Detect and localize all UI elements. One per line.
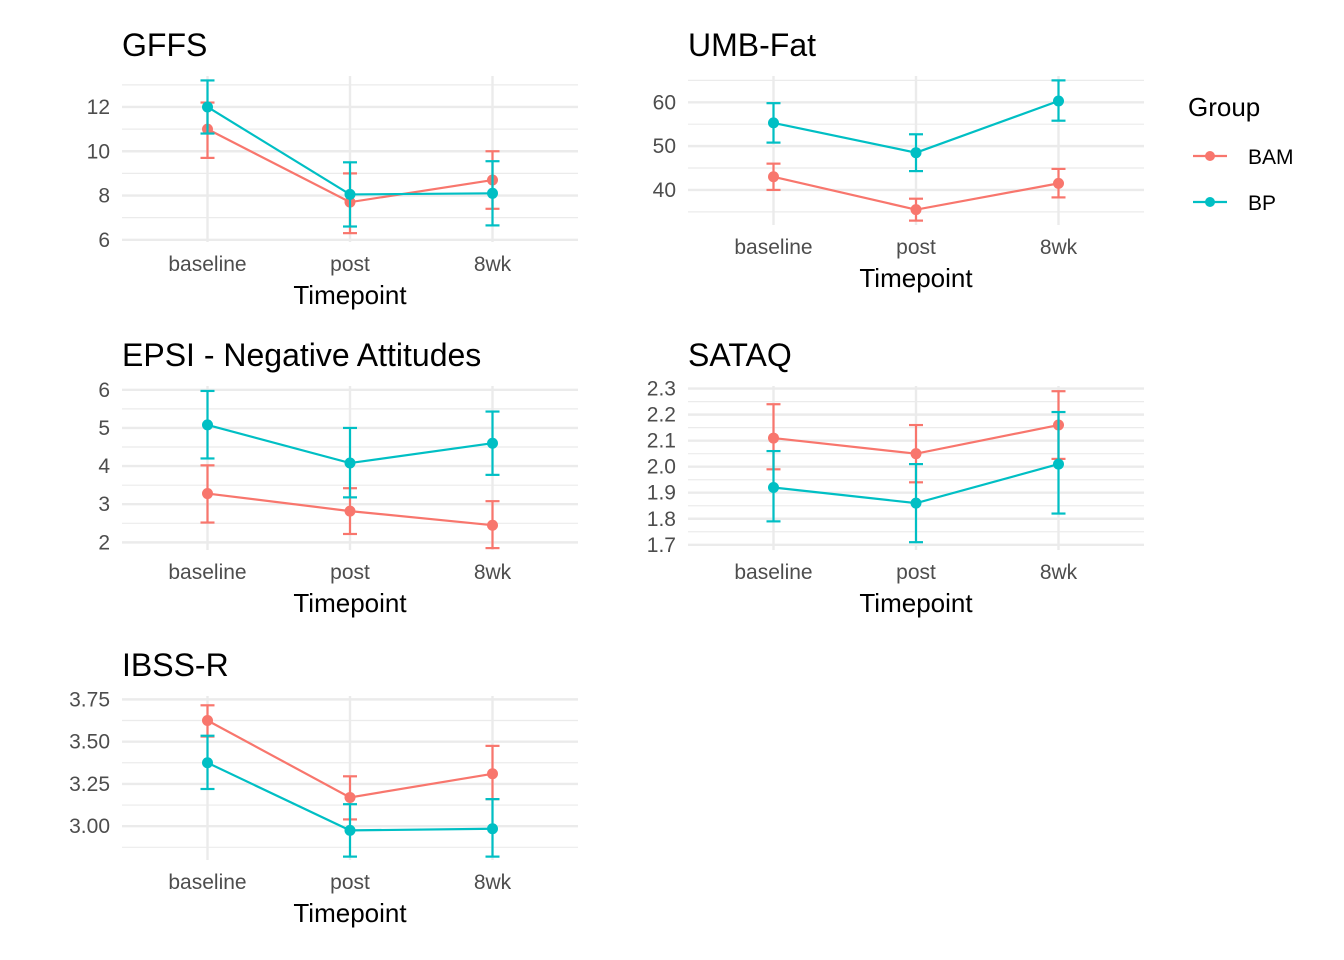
y-tick-label: 6 bbox=[98, 229, 110, 252]
x-tick-label: post bbox=[330, 871, 370, 894]
y-tick-label: 6 bbox=[98, 379, 110, 402]
y-tick-label: 60 bbox=[653, 91, 676, 114]
y-tick-label: 40 bbox=[653, 179, 676, 202]
legend-item-bp: BP bbox=[1193, 192, 1276, 215]
x-tick-label: baseline bbox=[734, 561, 812, 584]
series-bp bbox=[766, 79, 1066, 173]
data-point bbox=[344, 791, 356, 803]
x-tick-label: 8wk bbox=[474, 561, 512, 584]
x-tick-label: baseline bbox=[168, 253, 246, 276]
data-point bbox=[344, 188, 356, 200]
y-tick-label: 12 bbox=[87, 96, 110, 119]
series-bp bbox=[200, 734, 500, 858]
y-tick-label: 1.7 bbox=[647, 534, 676, 557]
x-tick-label: 8wk bbox=[1040, 561, 1078, 584]
data-point bbox=[768, 171, 779, 183]
data-point bbox=[487, 519, 498, 531]
y-tick-label: 3.00 bbox=[69, 815, 110, 838]
y-tick-label: 2 bbox=[98, 531, 110, 554]
data-point bbox=[910, 147, 922, 159]
panel-sataq: SATAQ 1.7 1.8 1.9 2.0 2.1 2.2 2.3 baseline post 8w… bbox=[647, 337, 1144, 618]
y-tick-label: 50 bbox=[653, 135, 676, 158]
data-point bbox=[202, 419, 213, 431]
x-axis-title: Timepoint bbox=[293, 588, 407, 618]
data-point bbox=[768, 117, 779, 129]
y-tick-label: 3 bbox=[98, 493, 110, 516]
data-point bbox=[344, 505, 356, 517]
y-tick-label: 2.0 bbox=[647, 456, 676, 479]
data-point bbox=[202, 757, 213, 769]
legend: Group BAM BP bbox=[1188, 92, 1294, 215]
y-tick-label: 2.2 bbox=[647, 404, 676, 427]
legend-label-bp: BP bbox=[1248, 192, 1276, 215]
y-tick-label: 1.9 bbox=[647, 482, 676, 505]
legend-label-bam: BAM bbox=[1248, 146, 1294, 169]
panel-title: EPSI - Negative Attitudes bbox=[122, 337, 481, 373]
data-point bbox=[487, 437, 498, 449]
x-axis-title: Timepoint bbox=[293, 280, 407, 310]
y-tick-label: 8 bbox=[98, 185, 110, 208]
panel-umb-fat: UMB-Fat 40 50 60 baseline post 8wk Timepoint bbox=[653, 27, 1144, 293]
data-point bbox=[202, 488, 213, 500]
panel-title: IBSS-R bbox=[122, 647, 229, 683]
data-point bbox=[768, 432, 779, 444]
data-point bbox=[910, 204, 922, 216]
x-tick-label: 8wk bbox=[1040, 236, 1078, 259]
data-point bbox=[487, 823, 498, 835]
series-bp bbox=[200, 389, 500, 499]
legend-item-bam: BAM bbox=[1193, 146, 1294, 169]
panel-epsi-negative-attitudes: EPSI - Negative Attitudes 2 3 4 5 6 baseline po… bbox=[98, 337, 578, 618]
data-point bbox=[487, 768, 498, 780]
y-tick-label: 3.75 bbox=[69, 688, 110, 711]
y-tick-label: 5 bbox=[98, 417, 110, 440]
x-tick-label: post bbox=[330, 253, 370, 276]
series-bp bbox=[766, 410, 1066, 544]
data-point bbox=[1053, 458, 1064, 470]
y-tick-label: 3.25 bbox=[69, 773, 110, 796]
x-tick-label: 8wk bbox=[474, 871, 512, 894]
x-axis-title: Timepoint bbox=[859, 263, 973, 293]
x-axis-title: Timepoint bbox=[293, 898, 407, 928]
panel-title: GFFS bbox=[122, 27, 207, 63]
data-point bbox=[344, 824, 356, 836]
legend-key-point-bam bbox=[1205, 151, 1215, 161]
y-tick-label: 3.50 bbox=[69, 731, 110, 754]
x-tick-label: post bbox=[896, 561, 936, 584]
data-point bbox=[1053, 177, 1064, 189]
data-point bbox=[344, 457, 356, 469]
series-bam bbox=[200, 464, 500, 550]
panel-ibss-r: IBSS-R 3.00 3.25 3.50 3.75 baseline post 8wk Tim… bbox=[69, 647, 578, 928]
y-tick-label: 4 bbox=[98, 455, 110, 478]
y-tick-label: 10 bbox=[87, 140, 110, 163]
series-bam bbox=[766, 162, 1066, 222]
legend-key-point-bp bbox=[1205, 197, 1215, 207]
panel-gffs: GFFS 6 8 10 12 baseline post 8wk Timepoint bbox=[87, 27, 578, 310]
y-tick-label: 2.1 bbox=[647, 430, 676, 453]
data-point bbox=[910, 497, 922, 509]
data-point bbox=[202, 715, 213, 727]
data-point bbox=[487, 187, 498, 199]
x-tick-label: 8wk bbox=[474, 253, 512, 276]
data-point bbox=[768, 482, 779, 494]
data-point bbox=[1053, 95, 1064, 107]
panel-title: UMB-Fat bbox=[688, 27, 816, 63]
data-point bbox=[202, 101, 213, 113]
x-tick-label: baseline bbox=[734, 236, 812, 259]
x-tick-label: post bbox=[330, 561, 370, 584]
y-tick-label: 2.3 bbox=[647, 378, 676, 401]
x-tick-label: post bbox=[896, 236, 936, 259]
x-tick-label: baseline bbox=[168, 561, 246, 584]
series-bp bbox=[200, 79, 500, 228]
x-axis-title: Timepoint bbox=[859, 588, 973, 618]
legend-title: Group bbox=[1188, 92, 1260, 122]
x-tick-label: baseline bbox=[168, 871, 246, 894]
y-tick-label: 1.8 bbox=[647, 508, 676, 531]
data-point bbox=[910, 448, 922, 460]
panel-title: SATAQ bbox=[688, 337, 792, 373]
